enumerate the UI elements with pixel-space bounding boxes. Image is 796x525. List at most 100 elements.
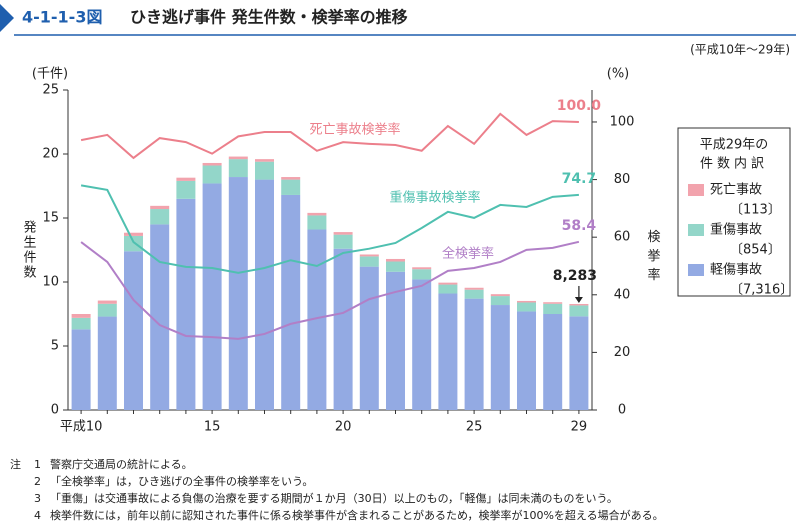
bar-segment [412,279,432,410]
bar-segment [97,300,117,304]
y2-tick-label: 0 [618,403,626,418]
bar-segment [176,177,196,181]
bar-segment [569,316,589,410]
y-tick-label: 5 [51,339,59,354]
bar-segment [202,162,222,166]
bar-segment [281,179,301,195]
bar-segment [412,267,432,270]
figure-number: 4-1-1-3図 [22,8,102,27]
y2-tick-label: 80 [614,172,631,187]
note-text: 警察庁交通局の統計による。 [50,457,193,471]
legend-entry: 死亡事故 [710,183,762,198]
bar-segment [124,251,143,410]
line [80,184,579,274]
y-tick-label: 15 [42,211,59,226]
header-marker [0,4,14,32]
bar-segment [150,224,170,410]
legend-count: 〔7,316〕 [730,283,793,298]
note-text: 検挙件数には，前年以前に認知された事件に係る検挙事件が含まれることがあるため，検… [50,508,664,522]
bar-segment [176,180,196,199]
bar-segment [176,198,196,410]
bar-segment [307,212,327,216]
bar-segment [359,266,379,410]
bar-segment [517,311,536,410]
bar-segment [464,298,484,410]
bar-segment [228,177,248,410]
note-text: 「全検挙率」は，ひき逃げの全事件の検挙率をいう。 [50,474,313,488]
chart-title: ひき逃げ事件 発生件数・検挙率の推移 [130,8,408,27]
bar-segment [569,303,589,306]
value-label: 58.4 [562,218,597,234]
bar-segment [71,314,91,318]
annotation-label: 8,283 [553,268,597,284]
legend-count: 〔854〕 [730,243,781,258]
bar-segment [124,235,143,252]
value-label: 74.7 [562,171,597,187]
period: (平成10年～29年) [690,43,790,57]
legend-swatch [688,184,704,196]
y2-tick-label: 100 [610,114,635,129]
bar-segment [490,305,510,410]
bar-segment [202,183,222,410]
bar-segment [333,234,353,249]
bar-segment [97,316,117,410]
bar-segment [307,229,327,410]
bar-segment [543,303,563,314]
bar-segment [490,294,510,297]
bar-segment [438,284,458,294]
y-tick-label: 25 [42,83,59,98]
bar-segment [333,232,353,235]
bar-segment [307,215,327,230]
bar-segment [228,159,248,178]
x-tick-label: 平成10 [60,420,103,435]
notes-label: 注 [10,457,21,471]
bar-segment [464,287,484,290]
x-tick-label: 20 [335,420,352,435]
line-label: 重傷事故検挙率 [389,190,480,206]
x-tick-label: 29 [571,420,588,435]
line [80,112,579,160]
note-number: 4 [34,509,41,522]
legend-count: 〔113〕 [730,203,781,218]
bar-segment [438,293,458,410]
x-tick-label: 15 [204,420,221,435]
bar-segment [386,258,405,262]
bar-segment [490,296,510,306]
bar-segment [359,254,379,257]
bar-segment [386,261,405,272]
note-number: 2 [34,475,41,488]
y2-tick-label: 40 [614,287,631,302]
y-tick-label: 0 [51,403,59,418]
y-tick-label: 20 [42,147,59,162]
bar-segment [255,179,274,410]
bar-segment [543,302,563,304]
line-label: 全検挙率 [442,246,494,262]
note-number: 1 [34,458,41,471]
legend-title: 平成29年の [700,138,769,153]
bar-segment [569,305,589,317]
y2-axis-title: 検挙率 [645,230,661,287]
x-tick-label: 25 [466,420,483,435]
bar-segment [281,194,301,410]
bar-segment [97,303,117,317]
line-label: 死亡事故検挙率 [309,122,400,138]
bar-segment [124,232,143,236]
bar-segment [517,300,536,303]
bar-segment [71,329,91,410]
bar-segment [517,302,536,312]
note-text: 「重傷」は交通事故による負傷の治療を要する期間が１か月（30日）以上のもの，「軽… [50,491,618,505]
bar-segment [202,165,222,184]
bar-segment [150,205,170,210]
bar-segment [255,161,274,180]
bar-segment [412,269,432,280]
y-axis-title: 発生件数 [21,220,37,280]
y-unit: (千件) [32,67,68,82]
bar-segment [359,256,379,267]
legend-entry: 軽傷事故 [710,263,762,278]
line [80,240,580,340]
bar-segment [333,248,353,410]
y2-tick-label: 20 [614,345,631,360]
bar-segment [150,209,170,225]
legend-entry: 重傷事故 [710,222,762,238]
